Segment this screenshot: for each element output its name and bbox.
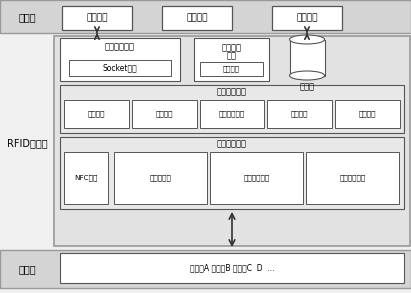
Bar [114,152,207,204]
Bar [54,36,410,246]
Bar [306,152,399,204]
Text: RFID中间件: RFID中间件 [7,138,47,148]
Bar [335,100,400,128]
Text: 上层应用: 上层应用 [86,13,108,23]
Bar [200,62,263,76]
Bar [69,60,171,76]
Text: 任务队列: 任务队列 [223,66,240,72]
Text: 服务器: 服务器 [18,12,36,22]
Text: 阅读器A 阅读器B 阅读器C  D  ...: 阅读器A 阅读器B 阅读器C D ... [190,263,274,272]
Text: 设备管理模块: 设备管理模块 [217,139,247,149]
Bar [60,85,404,133]
Text: Socket通信: Socket通信 [103,64,137,72]
Text: 阅读器管理: 阅读器管理 [150,175,171,181]
Bar [210,152,303,204]
Ellipse shape [289,35,325,44]
Bar [0,250,411,288]
Text: 手机状态查询: 手机状态查询 [339,175,366,181]
Text: 数据处理模块: 数据处理模块 [217,88,247,96]
Text: 数据库: 数据库 [300,83,314,91]
Text: 感知层: 感知层 [18,264,36,274]
Ellipse shape [289,71,325,80]
Text: 模块: 模块 [226,52,236,60]
Bar [272,6,342,30]
Text: 数据分类: 数据分类 [359,111,376,117]
Bar [200,100,264,128]
Text: 上层应用: 上层应用 [186,13,208,23]
Bar [162,6,232,30]
Text: 上层应用: 上层应用 [296,13,318,23]
Bar [60,38,180,81]
Text: 工作日志管理: 工作日志管理 [243,175,270,181]
Text: 协议校验: 协议校验 [88,111,105,117]
Bar [132,100,196,128]
Text: 数据校验: 数据校验 [291,111,309,117]
Bar [0,0,411,33]
Bar [289,40,325,76]
Text: 标签缓存: 标签缓存 [155,111,173,117]
Bar [62,6,132,30]
Bar [268,100,332,128]
Bar [194,38,269,81]
Bar [60,137,404,209]
Bar [64,152,108,204]
Bar [60,253,404,283]
Text: NFC模块: NFC模块 [74,175,98,181]
Text: 任务管理: 任务管理 [222,43,242,52]
Text: 冗余数据处理: 冗余数据处理 [219,111,245,117]
Text: 数据交互模块: 数据交互模块 [105,42,135,52]
Bar [64,100,129,128]
